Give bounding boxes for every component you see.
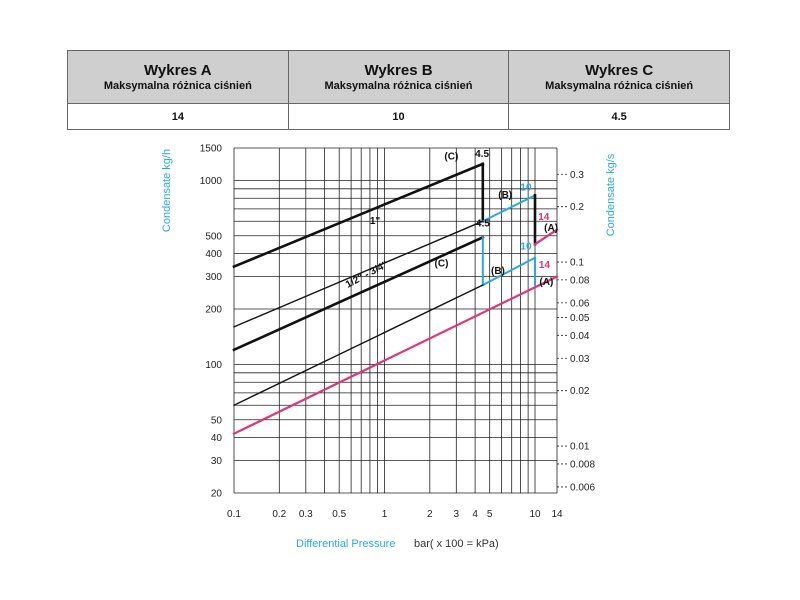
x-axis-label: Differential Pressure [296,538,395,550]
y2-tick-label: 0.3 [570,170,584,181]
series-line [233,220,484,328]
x-axis-units: bar( x 100 = kPa) [414,538,499,550]
series-line [481,193,537,223]
header-subtitle: Maksymalna różnica ciśnień [103,79,252,92]
series-line [232,162,485,269]
table-header-row: Wykres A Maksymalna różnica ciśnień Wykr… [67,50,730,104]
x-tick-label: 1 [382,509,388,520]
y2-tick-label: 0.06 [570,298,590,309]
chart-annotation: 14 [538,212,550,223]
chart-grid [233,147,567,494]
x-tick-label: 0.2 [272,509,286,520]
y2-tick-label: 0.006 [570,482,595,493]
y2-tick-label: 0.04 [570,331,590,342]
chart-annotation: 14 [539,260,551,271]
table-value-cell: 10 [287,103,510,130]
y-tick-label: 1500 [200,144,223,155]
chart-annotation: (C) [444,151,458,162]
x-tick-label: 4 [472,509,478,520]
header-title: Wykres A [144,61,212,79]
chart-annotation: (C) [435,259,449,270]
y2-axis-label: Condensate kg/s [605,153,617,236]
y-tick-label: 40 [211,433,223,444]
y-tick-label: 20 [211,489,223,500]
chart-annotation: (A) [539,277,553,288]
y-axis-label: Condensate kg/h [161,149,173,232]
y2-tick-label: 0.008 [570,459,595,470]
header-title: Wykres B [364,61,433,79]
y-tick-label: 50 [211,415,223,426]
y-tick-label: 500 [205,231,222,242]
table-value-cell: 14 [67,103,289,130]
chart-annotation: 10 [520,183,532,194]
x-tick-label: 0.1 [227,509,241,520]
chart-annotation: 4.5 [475,149,489,160]
y-tick-label: 1000 [200,176,223,187]
header-subtitle: Maksymalna różnica ciśnień [324,79,473,92]
x-tick-label: 14 [551,509,563,520]
y-tick-label: 400 [205,249,222,260]
table-header-cell: Wykres B Maksymalna różnica ciśnień [287,50,510,104]
chart-annotation: 10 [520,242,532,253]
chart-annotation: (B) [498,190,512,201]
series-line [232,235,485,352]
chart-annotation: 1" [370,216,381,227]
series-line [533,228,559,246]
pressure-table: Wykres A Maksymalna różnica ciśnień Wykr… [67,50,730,130]
table-header-cell: Wykres C Maksymalna różnica ciśnień [508,50,730,104]
y2-tick-label: 0.01 [570,442,590,453]
x-tick-label: 2 [427,509,433,520]
y2-tick-label: 0.03 [570,354,590,365]
series-line [233,284,484,407]
y2-tick-label: 0.05 [570,313,590,324]
chart-ticks: 0.1 0.2 0.3 0.5 1 2 3 4 5 10 14 20 30 40 50 100 200 300 40… [200,144,596,521]
chart-series [232,162,559,436]
table-value-cell: 4.5 [508,103,730,130]
y2-tick-label: 0.02 [570,386,590,397]
series-line [481,256,537,287]
chart-annotation: (A) [544,223,558,234]
header-subtitle: Maksymalna różnica ciśnień [545,79,694,92]
x-tick-label: 3 [454,509,460,520]
chart-annotation: (B) [491,266,505,277]
chart-annotation: 4.5 [476,219,490,230]
y-tick-label: 200 [205,305,222,316]
y-tick-label: 100 [205,360,222,371]
y2-tick-label: 0.1 [570,258,584,269]
y-tick-label: 300 [205,272,222,283]
x-tick-label: 0.3 [299,509,313,520]
table-header-cell: Wykres A Maksymalna różnica ciśnień [67,50,289,104]
table-value-row: 14 10 4.5 [67,103,730,130]
header-title: Wykres C [585,61,654,79]
x-tick-label: 5 [487,509,493,520]
series-line [232,275,559,436]
x-tick-label: 10 [529,509,541,520]
x-tick-label: 0.5 [332,509,346,520]
y-tick-label: 30 [211,456,223,467]
y2-tick-label: 0.2 [570,202,584,213]
y2-tick-label: 0.08 [570,275,590,286]
chart-axis-labels: Condensate kg/h Condensate kg/s Differenti… [161,149,617,550]
